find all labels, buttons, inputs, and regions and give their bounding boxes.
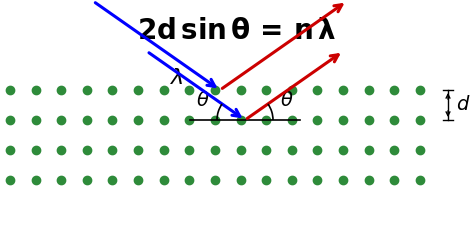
Text: θ: θ — [281, 90, 293, 109]
Text: $\mathbf{2d}$$\mathbf{\,sin\,}$$\mathbf{\theta}$$\mathbf{\,=\,n\,\lambda}$: $\mathbf{2d}$$\mathbf{\,sin\,}$$\mathbf{… — [137, 18, 337, 45]
Text: d: d — [456, 95, 468, 114]
Text: θ: θ — [197, 90, 209, 109]
Text: λ: λ — [171, 68, 184, 88]
